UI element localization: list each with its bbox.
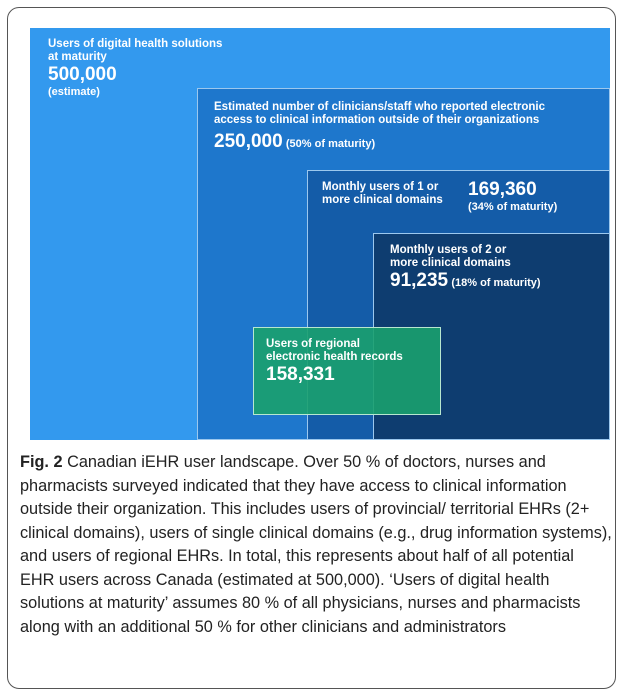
box-label: Estimated number of clinicians/staff who… xyxy=(214,101,546,113)
box-number: 91,235 xyxy=(390,270,449,291)
box-label: Users of regional xyxy=(266,338,360,350)
caption: Fig. 2 Canadian iEHR user landscape. Ove… xyxy=(20,451,612,639)
box-label: Users of digital health solutions xyxy=(48,38,223,50)
box-label: more clinical domains xyxy=(390,257,511,269)
caption-label: Fig. 2 xyxy=(20,453,63,471)
box-number: 158,331 xyxy=(266,364,335,385)
box-label: electronic health records xyxy=(266,351,403,363)
box-label: access to clinical information outside o… xyxy=(214,114,540,126)
box-note: (estimate) xyxy=(48,86,100,98)
figure-frame xyxy=(7,7,616,689)
box-note: (18% of maturity) xyxy=(451,277,541,289)
box-note: (34% of maturity) xyxy=(468,201,558,213)
box-value: 91,235 (18% of maturity) xyxy=(390,270,609,292)
box-number: 250,000 xyxy=(214,131,283,152)
box-label: Monthly users of 2 or xyxy=(390,244,507,256)
box-label: Monthly users of 1 or xyxy=(322,181,439,193)
box-label: at maturity xyxy=(48,51,107,63)
box-number: 169,360 xyxy=(468,179,537,200)
box-value: 169,360 (34% of maturity) xyxy=(468,179,557,214)
box-note: (50% of maturity) xyxy=(285,138,376,150)
box: Users of regional electronic health reco… xyxy=(253,327,441,415)
caption-text: Canadian iEHR user landscape. Over 50 % … xyxy=(20,453,612,636)
box-label: more clinical domains xyxy=(322,194,443,206)
box-value: 250,000 (50% of maturity) xyxy=(214,131,609,153)
box-number: 500,000 xyxy=(48,64,117,85)
